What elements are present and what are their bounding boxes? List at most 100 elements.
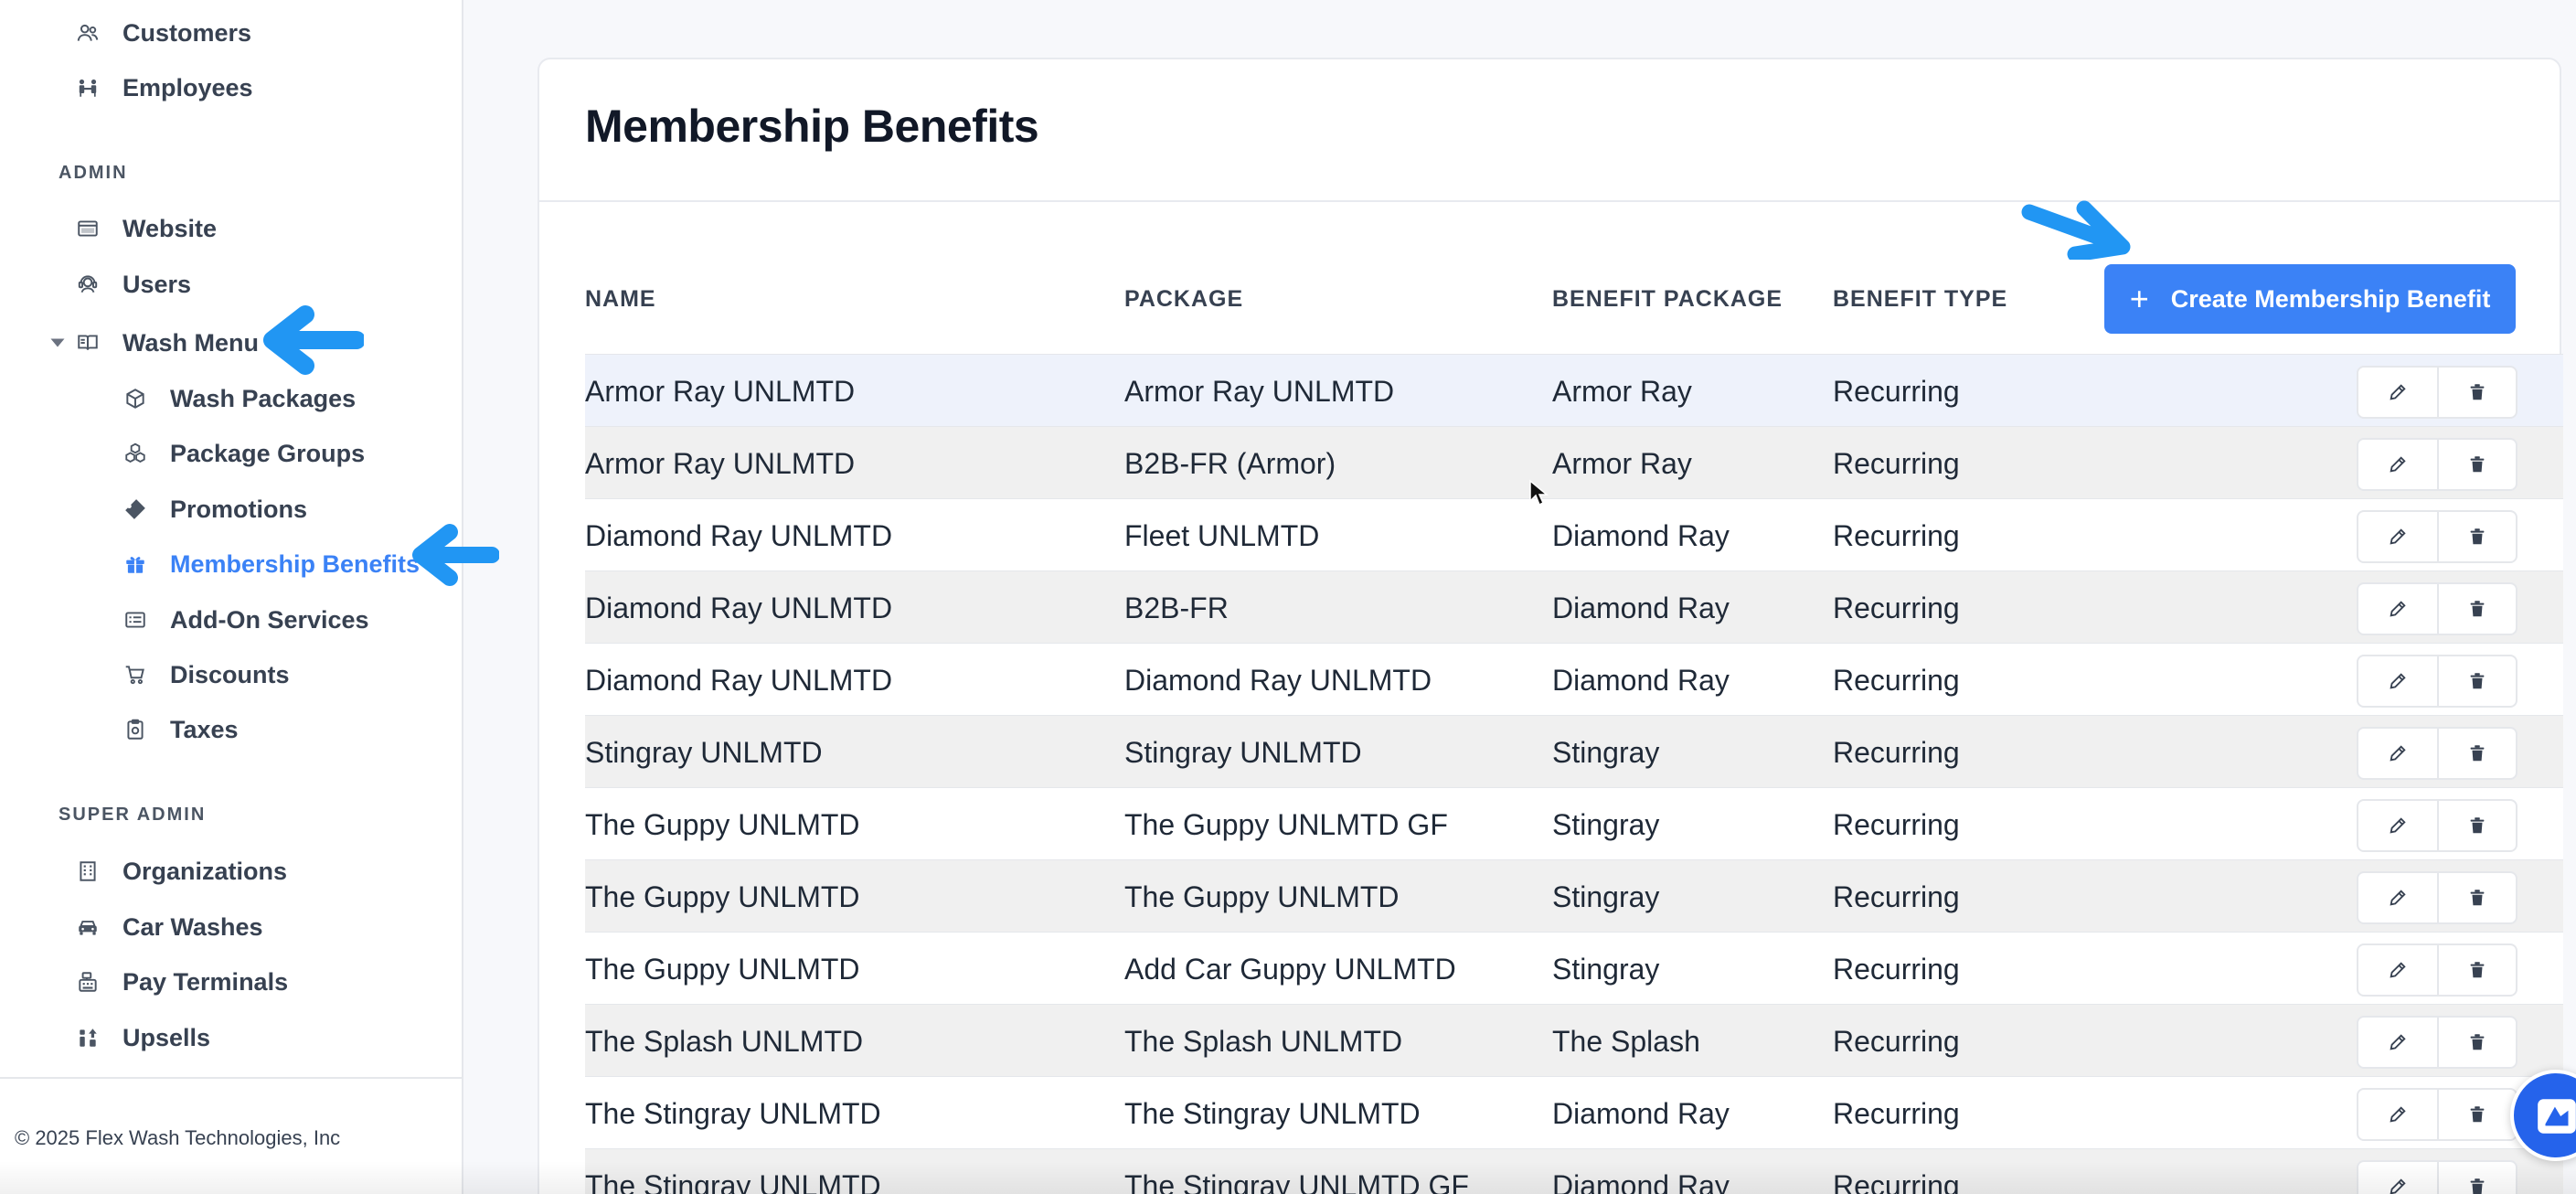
- delete-button[interactable]: [2437, 1018, 2516, 1067]
- create-button-label: Create Membership Benefit: [2170, 284, 2491, 313]
- edit-button[interactable]: [2358, 945, 2437, 995]
- table-row[interactable]: The Guppy UNLMTD The Guppy UNLMTD Stingray…: [585, 859, 2563, 932]
- edit-button[interactable]: [2358, 656, 2437, 706]
- delete-button[interactable]: [2437, 368, 2516, 417]
- car-icon: [73, 912, 102, 942]
- annotation-arrow-icon: [2021, 200, 2131, 260]
- sidebar-item-organizations[interactable]: Organizations: [73, 846, 287, 897]
- cell-benefit-package: Stingray: [1552, 953, 1660, 986]
- delete-button[interactable]: [2437, 656, 2516, 706]
- cell-package: B2B-FR (Armor): [1124, 447, 1336, 480]
- column-header-package[interactable]: PACKAGE: [1124, 286, 1244, 312]
- sidebar-item-pay-terminals[interactable]: Pay Terminals: [73, 956, 288, 1007]
- sidebar-item-taxes[interactable]: Taxes: [121, 704, 239, 755]
- cell-name: Armor Ray UNLMTD: [585, 375, 856, 408]
- sidebar-item-wash-menu[interactable]: Wash Menu: [73, 317, 259, 368]
- delete-button[interactable]: [2437, 584, 2516, 634]
- column-header-name[interactable]: NAME: [585, 286, 656, 312]
- row-actions: [2357, 727, 2517, 780]
- delete-button[interactable]: [2437, 1162, 2516, 1194]
- table-row[interactable]: Armor Ray UNLMTD B2B-FR (Armor) Armor Ray R…: [585, 426, 2563, 498]
- cell-benefit-type: Recurring: [1833, 1097, 1960, 1130]
- section-label-super-admin: SUPER ADMIN: [59, 805, 207, 825]
- trash-icon: [2467, 671, 2487, 691]
- plus-icon: +: [2129, 280, 2149, 317]
- row-actions: [2357, 510, 2517, 563]
- pencil-icon: [2388, 888, 2408, 908]
- delete-button[interactable]: [2437, 1090, 2516, 1139]
- edit-button[interactable]: [2358, 1090, 2437, 1139]
- sidebar-item-membership-benefits[interactable]: Membership Benefits: [121, 538, 420, 590]
- sidebar-item-label: Wash Packages: [170, 384, 357, 412]
- ticket-icon: [121, 495, 150, 524]
- sidebar-item-add-on-services[interactable]: Add-On Services: [121, 594, 369, 645]
- caret-down-icon[interactable]: [49, 335, 66, 351]
- edit-button[interactable]: [2358, 873, 2437, 922]
- row-actions: [2357, 799, 2517, 852]
- cell-benefit-type: Recurring: [1833, 664, 1960, 697]
- edit-button[interactable]: [2358, 1162, 2437, 1194]
- table-row[interactable]: Diamond Ray UNLMTD Fleet UNLMTD Diamond Ra…: [585, 498, 2563, 570]
- table-row[interactable]: The Splash UNLMTD The Splash UNLMTD The Sp…: [585, 1004, 2563, 1076]
- cell-benefit-package: Armor Ray: [1552, 375, 1692, 408]
- cell-package: Armor Ray UNLMTD: [1124, 375, 1395, 408]
- sidebar-item-employees[interactable]: Employees: [73, 62, 253, 113]
- sidebar-item-wash-packages[interactable]: Wash Packages: [121, 373, 356, 424]
- cell-name: Diamond Ray UNLMTD: [585, 664, 893, 697]
- edit-button[interactable]: [2358, 512, 2437, 561]
- cell-benefit-type: Recurring: [1833, 375, 1960, 408]
- table-row[interactable]: The Stingray UNLMTD The Stingray UNLMTD Di…: [585, 1076, 2563, 1148]
- edit-button[interactable]: [2358, 729, 2437, 778]
- edit-button[interactable]: [2358, 1018, 2437, 1067]
- sidebar-item-discounts[interactable]: Discounts: [121, 649, 290, 700]
- sidebar-item-package-groups[interactable]: Package Groups: [121, 428, 365, 479]
- table-row[interactable]: The Guppy UNLMTD Add Car Guppy UNLMTD Stin…: [585, 932, 2563, 1004]
- trash-icon: [2467, 743, 2487, 763]
- sidebar-item-label: Car Washes: [122, 912, 263, 941]
- delete-button[interactable]: [2437, 512, 2516, 561]
- delete-button[interactable]: [2437, 729, 2516, 778]
- sidebar: Customers Employees ADMIN Website Users: [0, 0, 463, 1194]
- sidebar-item-car-washes[interactable]: Car Washes: [73, 901, 263, 953]
- delete-button[interactable]: [2437, 801, 2516, 850]
- receipt-icon: [121, 715, 150, 744]
- delete-button[interactable]: [2437, 440, 2516, 489]
- section-label-admin: ADMIN: [59, 163, 128, 183]
- chat-widget-button[interactable]: [2510, 1070, 2576, 1161]
- sidebar-item-customers[interactable]: Customers: [73, 7, 251, 59]
- row-actions: [2357, 366, 2517, 419]
- edit-button[interactable]: [2358, 584, 2437, 634]
- row-actions: [2357, 871, 2517, 924]
- sidebar-item-users[interactable]: Users: [73, 259, 191, 310]
- cell-benefit-package: The Splash: [1552, 1025, 1700, 1058]
- cell-benefit-package: Diamond Ray: [1552, 592, 1730, 624]
- row-actions: [2357, 1016, 2517, 1069]
- cell-name: Diamond Ray UNLMTD: [585, 519, 893, 552]
- delete-button[interactable]: [2437, 873, 2516, 922]
- table-row[interactable]: Diamond Ray UNLMTD B2B-FR Diamond Ray Recur…: [585, 570, 2563, 643]
- column-header-benefit-type[interactable]: BENEFIT TYPE: [1833, 286, 2008, 312]
- edit-button[interactable]: [2358, 440, 2437, 489]
- edit-button[interactable]: [2358, 368, 2437, 417]
- table-row[interactable]: The Stingray UNLMTD The Stingray UNLMTD G…: [585, 1148, 2563, 1194]
- sidebar-item-website[interactable]: Website: [73, 203, 217, 254]
- table-row[interactable]: Diamond Ray UNLMTD Diamond Ray UNLMTD Diam…: [585, 643, 2563, 715]
- edit-button[interactable]: [2358, 801, 2437, 850]
- create-membership-benefit-button[interactable]: + Create Membership Benefit: [2104, 264, 2516, 334]
- cell-package: Add Car Guppy UNLMTD: [1124, 953, 1456, 986]
- table-row[interactable]: The Guppy UNLMTD The Guppy UNLMTD GF Sting…: [585, 787, 2563, 859]
- row-actions: [2357, 655, 2517, 708]
- sidebar-item-upsells[interactable]: Upsells: [73, 1012, 210, 1063]
- cell-benefit-type: Recurring: [1833, 953, 1960, 986]
- table-row[interactable]: Stingray UNLMTD Stingray UNLMTD Stingray Re…: [585, 715, 2563, 787]
- pencil-icon: [2388, 816, 2408, 836]
- cell-package: The Stingray UNLMTD: [1124, 1097, 1421, 1130]
- column-header-benefit-package[interactable]: BENEFIT PACKAGE: [1552, 286, 1783, 312]
- cell-benefit-type: Recurring: [1833, 736, 1960, 769]
- delete-button[interactable]: [2437, 945, 2516, 995]
- row-actions: [2357, 582, 2517, 635]
- table-row[interactable]: Armor Ray UNLMTD Armor Ray UNLMTD Armor Ra…: [585, 354, 2563, 426]
- cell-benefit-package: Stingray: [1552, 880, 1660, 913]
- sidebar-item-promotions[interactable]: Promotions: [121, 484, 307, 535]
- cell-package: The Guppy UNLMTD GF: [1124, 808, 1448, 841]
